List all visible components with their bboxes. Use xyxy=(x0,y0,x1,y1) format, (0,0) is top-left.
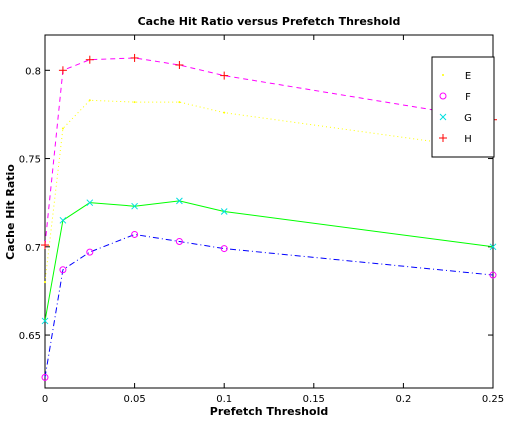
series-g-point xyxy=(41,317,49,325)
legend-item-h: H xyxy=(439,134,472,145)
series-e-line xyxy=(44,99,494,283)
series-g-point xyxy=(131,202,138,210)
series-g-line xyxy=(44,200,494,322)
series-e-point xyxy=(44,281,46,284)
series-h-point xyxy=(220,71,229,80)
legend-marker-f xyxy=(439,92,447,100)
series-g-point xyxy=(86,199,94,207)
chart-title: Cache Hit Ratio versus Prefetch Threshol… xyxy=(138,15,401,28)
legend-item-e: E xyxy=(442,71,471,82)
x-tick-label: 0.2 xyxy=(395,394,411,405)
y-axis-label: Cache Hit Ratio xyxy=(4,164,17,260)
legend-marker-g xyxy=(439,113,447,121)
series-h-point xyxy=(85,55,94,64)
x-tick-label: 0.25 xyxy=(482,394,504,405)
legend-item-f: F xyxy=(439,92,471,103)
series-e-point xyxy=(88,99,91,102)
series-h-point xyxy=(41,241,49,250)
series-g-point xyxy=(176,197,183,205)
series-layer xyxy=(41,53,497,381)
series-g-point xyxy=(59,216,67,224)
series-f-point xyxy=(59,266,67,274)
series-f-point xyxy=(131,230,139,238)
series-f-point xyxy=(220,245,228,253)
y-tick-label: 0.7 xyxy=(25,243,41,254)
series-g-point xyxy=(489,243,497,251)
series-h-point xyxy=(58,66,67,75)
legend-label-g: G xyxy=(464,113,472,124)
series-h-point xyxy=(130,53,139,62)
series-h-point xyxy=(175,61,184,70)
series-e-point xyxy=(223,111,226,114)
series-g-point xyxy=(220,208,228,215)
legend-item-g: G xyxy=(439,113,472,124)
series-f-line xyxy=(44,233,494,378)
y-tick-label: 0.65 xyxy=(19,331,41,342)
series-f-point xyxy=(489,271,497,279)
series-e-point xyxy=(178,101,181,104)
x-tick-label: 0.15 xyxy=(303,394,325,405)
legend-marker-e xyxy=(442,74,444,76)
series-f-point xyxy=(41,373,49,381)
legend-marker-h xyxy=(439,134,447,142)
legend-label-h: H xyxy=(464,134,472,145)
plot-area xyxy=(44,34,494,389)
x-tick-label: 0 xyxy=(42,394,48,405)
series-g xyxy=(41,197,497,325)
series-h xyxy=(41,53,497,250)
series-f-point xyxy=(175,238,183,246)
series-f xyxy=(41,230,497,381)
series-e-point xyxy=(133,101,136,104)
legend-label-f: F xyxy=(465,92,471,103)
x-axis-label: Prefetch Threshold xyxy=(210,405,328,418)
series-f-point xyxy=(86,248,94,256)
x-tick-label: 0.1 xyxy=(216,394,232,405)
series-e-point xyxy=(61,127,64,130)
series-e xyxy=(44,99,494,284)
legend-box xyxy=(431,56,495,158)
y-tick-label: 0.75 xyxy=(19,155,41,166)
x-tick-label: 0.05 xyxy=(123,394,145,405)
y-tick-label: 0.8 xyxy=(25,66,41,77)
legend-label-e: E xyxy=(465,71,471,82)
x-axis: 0 0.05 0.1 0.15 0.2 0.25 xyxy=(42,35,504,405)
